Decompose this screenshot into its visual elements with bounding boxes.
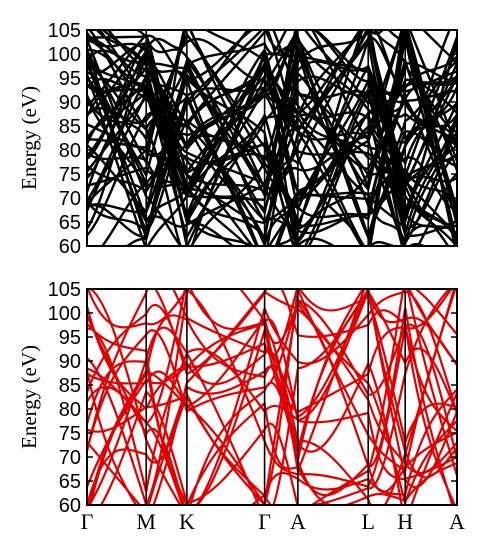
ytick-label: 100 [48, 303, 81, 325]
ytick-label: 80 [59, 140, 81, 162]
band-line [87, 299, 457, 451]
band-line [87, 48, 457, 224]
ytick-label: 65 [59, 212, 81, 234]
band-line [87, 289, 457, 505]
kpoint-label: A [290, 509, 306, 534]
ytick-label: 70 [59, 188, 81, 210]
ytick-label: 75 [59, 164, 81, 186]
kpoint-label: L [361, 509, 374, 534]
y-axis-title: Energy (eV) [17, 86, 41, 190]
band-line [87, 290, 457, 505]
band-line [87, 90, 457, 222]
bands-panel-2 [87, 289, 457, 505]
plot-frame [86, 29, 458, 247]
ytick-label: 100 [48, 44, 81, 66]
ytick-label: 105 [48, 20, 81, 42]
ytick-label: 105 [48, 279, 81, 301]
ytick-label: 85 [59, 375, 81, 397]
plot-frame [86, 288, 458, 506]
ytick-label: 60 [59, 236, 81, 258]
kpoint-label: A [449, 509, 465, 534]
ytick-label: 80 [59, 399, 81, 421]
kpoint-label: M [136, 509, 156, 534]
ytick-label: 90 [59, 92, 81, 114]
band-line [87, 289, 457, 505]
ytick-label: 75 [59, 423, 81, 445]
kpoint-label: H [397, 509, 413, 534]
bands-panel-1 [87, 30, 457, 246]
band-line [87, 289, 457, 489]
y-axis-title: Energy (eV) [17, 345, 41, 449]
ytick-label: 85 [59, 116, 81, 138]
kpoint-label: Γ [81, 509, 94, 534]
ytick-label: 70 [59, 447, 81, 469]
band-line [87, 35, 457, 242]
ytick-label: 95 [59, 68, 81, 90]
kpoint-label: Γ [258, 509, 271, 534]
ytick-label: 95 [59, 327, 81, 349]
ytick-label: 60 [59, 495, 81, 517]
kpoint-label: K [179, 509, 195, 534]
ytick-label: 65 [59, 471, 81, 493]
ytick-label: 90 [59, 351, 81, 373]
band-line [101, 30, 451, 224]
band-line [87, 289, 457, 505]
band-line [87, 46, 457, 241]
